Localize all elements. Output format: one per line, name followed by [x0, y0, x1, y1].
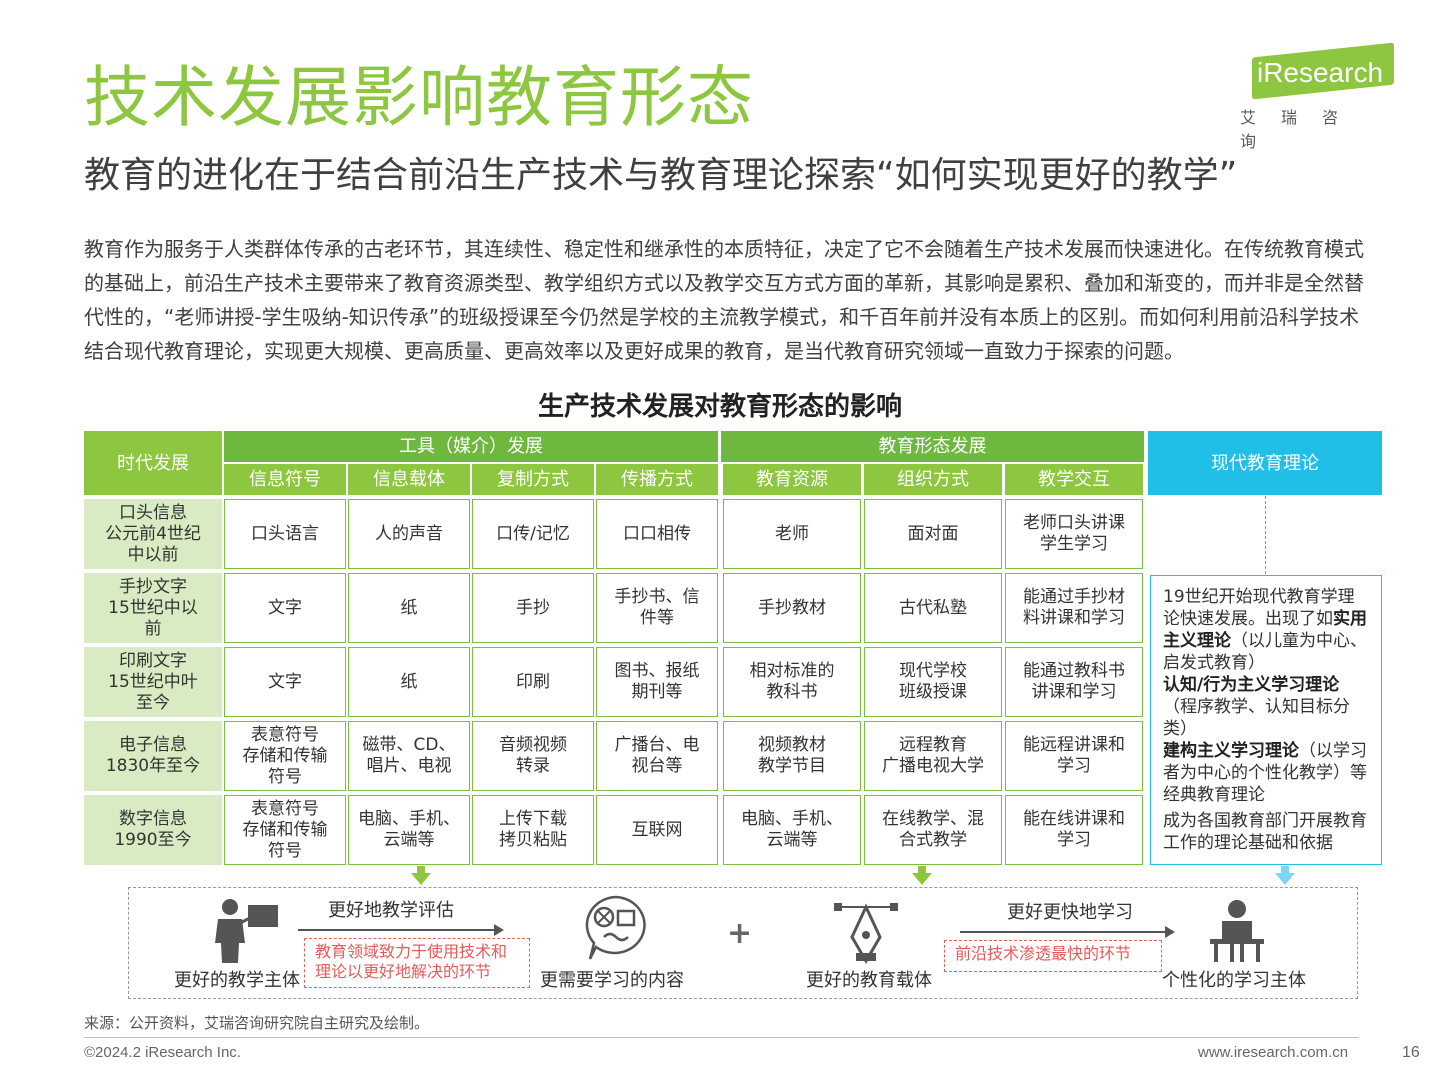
table-cell: 手抄书、信 件等 [596, 573, 718, 643]
flow-faster-arrowhead [1165, 926, 1175, 938]
era-cell: 印刷文字 15世纪中叶 至今 [84, 647, 222, 717]
flow-faster-label: 更好更快地学习 [1007, 902, 1133, 923]
table-cell: 能远程讲课和 学习 [1005, 721, 1143, 791]
table-cell: 口头语言 [224, 499, 346, 569]
table-cell: 音频视频 转录 [472, 721, 594, 791]
table-cell: 视频教材 教学节目 [723, 721, 861, 791]
table-cell: 互联网 [596, 795, 718, 865]
subheader-4: 传播方式 [596, 464, 718, 495]
table-cell: 人的声音 [348, 499, 470, 569]
table-cell: 老师口头讲课 学生学习 [1005, 499, 1143, 569]
subheader-5: 教育资源 [723, 464, 861, 495]
subheader-2: 信息载体 [348, 464, 470, 495]
header-forms: 教育形态发展 [721, 431, 1144, 462]
subheader-6: 组织方式 [864, 464, 1002, 495]
table-cell: 老师 [723, 499, 861, 569]
table-cell: 口口相传 [596, 499, 718, 569]
table-cell: 表意符号 存储和传输 符号 [224, 795, 346, 865]
table-cell: 远程教育 广播电视大学 [864, 721, 1002, 791]
source-note: 来源：公开资料，艾瑞咨询研究院自主研究及绘制。 [84, 1014, 430, 1032]
footer-url: www.iresearch.com.cn [1198, 1044, 1349, 1061]
theory-connector-line [1265, 496, 1266, 574]
era-cell: 数字信息 1990至今 [84, 795, 222, 865]
theory-text-2: （以儿童为中心、启发式教育） [1163, 631, 1367, 673]
table-cell: 文字 [224, 573, 346, 643]
teacher-icon [215, 899, 278, 963]
arrow-stem-theory [1281, 866, 1289, 874]
subheader-1: 信息符号 [224, 464, 346, 495]
era-cell: 口头信息 公元前4世纪 中以前 [84, 499, 222, 569]
era-cell: 电子信息 1830年至今 [84, 721, 222, 791]
table-cell: 纸 [348, 573, 470, 643]
student-icon [1210, 900, 1264, 962]
page-number: 16 [1402, 1044, 1420, 1061]
theory-text-4: （以学习者为中心的个性化教学）等经典教育理论 [1163, 741, 1367, 805]
footer-copyright: ©2024.2 iResearch Inc. [84, 1044, 241, 1061]
table-cell: 磁带、CD、 唱片、电视 [348, 721, 470, 791]
table-cell: 手抄 [472, 573, 594, 643]
subheader-3: 复制方式 [472, 464, 594, 495]
logo-cn-text: 艾瑞咨询 [1240, 108, 1364, 151]
header-theory: 现代教育理论 [1148, 431, 1382, 495]
footer-divider [84, 1037, 1359, 1038]
table-cell: 手抄教材 [723, 573, 861, 643]
flow-box [128, 887, 1358, 999]
table-cell: 上传下载 拷贝粘贴 [472, 795, 594, 865]
flow-content-label: 更需要学习的内容 [540, 970, 684, 991]
theory-text-1: 19世纪开始现代教育学理论快速发展。出现了如 [1163, 587, 1355, 629]
table-cell: 面对面 [864, 499, 1002, 569]
arrow-stem-forms [918, 866, 926, 874]
content-icon [585, 895, 646, 960]
table-cell: 在线教学、混 合式教学 [864, 795, 1002, 865]
table-cell: 表意符号 存储和传输 符号 [224, 721, 346, 791]
theory-text-5: 成为各国教育部门开展教育工作的理论基础和依据 [1163, 811, 1367, 853]
table-cell: 古代私塾 [864, 573, 1002, 643]
era-cell: 手抄文字 15世纪中以 前 [84, 573, 222, 643]
theory-text-3: （程序教学、认知目标分类） [1163, 697, 1350, 739]
table-cell: 现代学校 班级授课 [864, 647, 1002, 717]
table-cell: 图书、报纸 期刊等 [596, 647, 718, 717]
flow-eval-label: 更好地教学评估 [328, 900, 454, 921]
page-title: 技术发展影响教育形态 [84, 59, 754, 136]
subheader-7: 教学交互 [1005, 464, 1143, 495]
arrow-stem-tools [417, 866, 425, 874]
table-cell: 能在线讲课和 学习 [1005, 795, 1143, 865]
flow-eval-arrow [298, 929, 494, 931]
table-cell: 能通过教科书 讲课和学习 [1005, 647, 1143, 717]
flow-faster-arrow [960, 931, 1165, 933]
down-arrow-tools [411, 873, 431, 885]
logo-text: iResearch [1256, 57, 1384, 88]
flow-note-left: 教育领域致力于使用技术和 理论以更好地解决的环节 [304, 938, 530, 988]
intro-paragraph: 教育作为服务于人类群体传承的古老环节，其连续性、稳定性和继承性的本质特征，决定了… [84, 237, 1364, 363]
flow-note-right: 前沿技术渗透最快的环节 [944, 940, 1162, 972]
theory-cognitive: 认知/行为主义学习理论 [1163, 675, 1340, 695]
table-cell: 纸 [348, 647, 470, 717]
flow-eval-arrowhead [494, 924, 504, 936]
down-arrow-theory [1275, 873, 1295, 885]
down-arrow-forms [912, 873, 932, 885]
iresearch-logo: iResearch 艾瑞咨询 [1238, 42, 1400, 151]
table-cell: 电脑、手机、 云端等 [348, 795, 470, 865]
theory-pragmatism: 实用主义理论 [1163, 609, 1367, 651]
table-cell: 口传/记忆 [472, 499, 594, 569]
table-cell: 印刷 [472, 647, 594, 717]
flow-learner-label: 个性化的学习主体 [1162, 970, 1306, 991]
header-tools: 工具（媒介）发展 [224, 431, 718, 462]
plus-icon: + [727, 916, 753, 951]
theory-box: 19世纪开始现代教育学理论快速发展。出现了如实用主义理论（以儿童为中心、启发式教… [1150, 575, 1382, 865]
table-cell: 能通过手抄材 料讲课和学习 [1005, 573, 1143, 643]
table-cell: 广播台、电 视台等 [596, 721, 718, 791]
page-subtitle: 教育的进化在于结合前沿生产技术与教育理论探索“如何实现更好的教学” [84, 155, 1238, 196]
header-era: 时代发展 [84, 431, 222, 495]
table-cell: 相对标准的 教科书 [723, 647, 861, 717]
table-cell: 文字 [224, 647, 346, 717]
table-title: 生产技术发展对教育形态的影响 [537, 392, 902, 422]
table-cell: 电脑、手机、 云端等 [723, 795, 861, 865]
flow-subject-label: 更好的教学主体 [174, 970, 300, 991]
pen-tool-icon [834, 903, 898, 964]
theory-constructivism: 建构主义学习理论 [1163, 741, 1299, 761]
flow-carrier-label: 更好的教育载体 [806, 970, 932, 991]
